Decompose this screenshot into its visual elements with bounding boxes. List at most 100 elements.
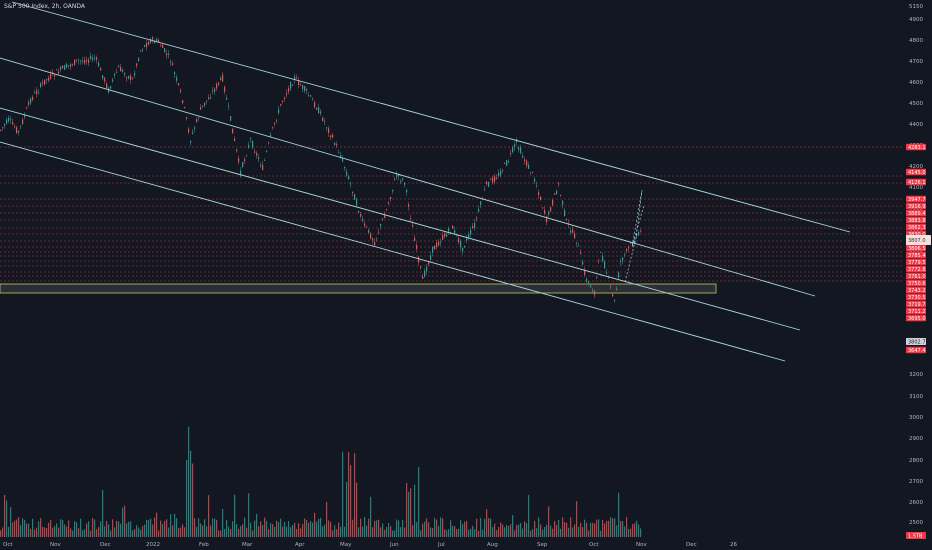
volume-bar: [528, 495, 530, 537]
volume-bar: [588, 530, 590, 537]
candle-body: [352, 191, 354, 194]
candle-body: [616, 288, 618, 290]
volume-bar: [194, 518, 196, 537]
candle-body: [80, 60, 82, 62]
candle-body: [192, 132, 194, 134]
price-level-badge[interactable]: [906, 279, 926, 287]
volume-bar: [362, 526, 364, 537]
candle-body: [164, 48, 166, 52]
candle-body: [32, 96, 34, 100]
volume-bar: [108, 524, 110, 537]
price-level-badge[interactable]: [906, 178, 926, 186]
volume-bar: [604, 523, 606, 537]
volume-bar: [336, 529, 338, 537]
candle-body: [394, 179, 396, 181]
candle-body: [204, 102, 206, 106]
y-axis-tick-label: 2800: [909, 458, 923, 464]
candle-body: [354, 194, 356, 200]
price-level-badge[interactable]: [906, 168, 926, 176]
price-level-badge[interactable]: [906, 216, 926, 224]
countdown-text: 3802.7: [908, 340, 926, 346]
channel-line[interactable]: [0, 141, 786, 362]
price-level-badge[interactable]: [906, 251, 926, 259]
volume-bar: [16, 519, 18, 537]
volume-bar: [120, 523, 122, 537]
price-level-badge[interactable]: [906, 209, 926, 217]
price-level-badge[interactable]: [906, 202, 926, 210]
candle-body: [276, 120, 278, 122]
candle-body: [396, 174, 398, 177]
price-level-badge-text: 3830.0: [908, 232, 926, 238]
candle-body: [218, 82, 220, 85]
price-level-badge[interactable]: [906, 286, 926, 294]
volume-bar: [454, 526, 456, 537]
price-level-badge-text: 3779.5: [908, 260, 926, 266]
channel-line[interactable]: [0, 107, 801, 331]
price-level-badge[interactable]: [906, 143, 926, 151]
volume-bar: [544, 526, 546, 537]
volume-bar: [190, 450, 192, 537]
x-axis-tick-label: Mar: [242, 542, 253, 548]
candle-body: [494, 176, 496, 182]
channel-line[interactable]: [0, 57, 816, 297]
volume-bar: [542, 529, 544, 537]
candle-body: [380, 224, 382, 227]
volume-bar: [192, 463, 194, 537]
price-level-badge[interactable]: [906, 265, 926, 273]
volume-bar: [456, 529, 458, 537]
price-level-badge[interactable]: [906, 272, 926, 280]
volume-bar: [390, 526, 392, 537]
candle-body: [78, 60, 80, 62]
volume-bar: [572, 527, 574, 537]
volume-bar: [626, 517, 628, 537]
volume-bar: [356, 482, 358, 537]
price-level-badge[interactable]: [906, 244, 926, 252]
price-level-badge[interactable]: [906, 293, 926, 301]
volume-bar: [366, 525, 368, 537]
price-level-badge[interactable]: [906, 346, 926, 354]
candle-body: [190, 141, 192, 143]
candle-body: [536, 185, 538, 187]
price-level-badge[interactable]: [906, 300, 926, 308]
volume-bar: [268, 529, 270, 537]
volume-bar: [574, 524, 576, 537]
volume-bar: [630, 528, 632, 537]
candle-body: [550, 207, 552, 212]
price-level-badge-text: 3750.6: [908, 281, 926, 287]
volume-bar: [424, 521, 426, 537]
support-zone-rect[interactable]: [0, 283, 717, 294]
volume-bar: [84, 529, 86, 537]
volume-bar: [518, 524, 520, 537]
volume-bar: [202, 525, 204, 537]
volume-bar: [400, 527, 402, 537]
volume-bar: [276, 520, 278, 537]
price-level-badge[interactable]: [906, 195, 926, 203]
volume-bar: [196, 526, 198, 537]
candle-body: [346, 171, 348, 176]
price-level-badge[interactable]: [906, 258, 926, 266]
volume-bar: [396, 519, 398, 537]
candle-body: [548, 211, 550, 215]
volume-bar: [600, 530, 602, 537]
projection-path[interactable]: [624, 189, 645, 283]
price-level-badge[interactable]: [906, 307, 926, 315]
price-level-badge[interactable]: [906, 314, 926, 322]
current-price-badge[interactable]: [906, 235, 931, 245]
volume-bar: [134, 529, 136, 537]
volume-bar: [510, 524, 512, 537]
channel-line[interactable]: [11, 1, 851, 233]
candle-body: [500, 170, 502, 176]
volume-bar: [348, 452, 350, 537]
price-level-badge[interactable]: [906, 223, 926, 231]
volume-bar: [406, 482, 408, 537]
candle-body: [208, 97, 210, 100]
symbol-title[interactable]: S&P 500 Index, 2h, OANDA: [4, 3, 85, 10]
volume-bar: [394, 530, 396, 537]
candle-body: [212, 90, 214, 92]
candle-body: [514, 144, 516, 148]
volume-bar: [130, 521, 132, 537]
volume-bar: [380, 527, 382, 537]
candle-body: [584, 269, 586, 276]
